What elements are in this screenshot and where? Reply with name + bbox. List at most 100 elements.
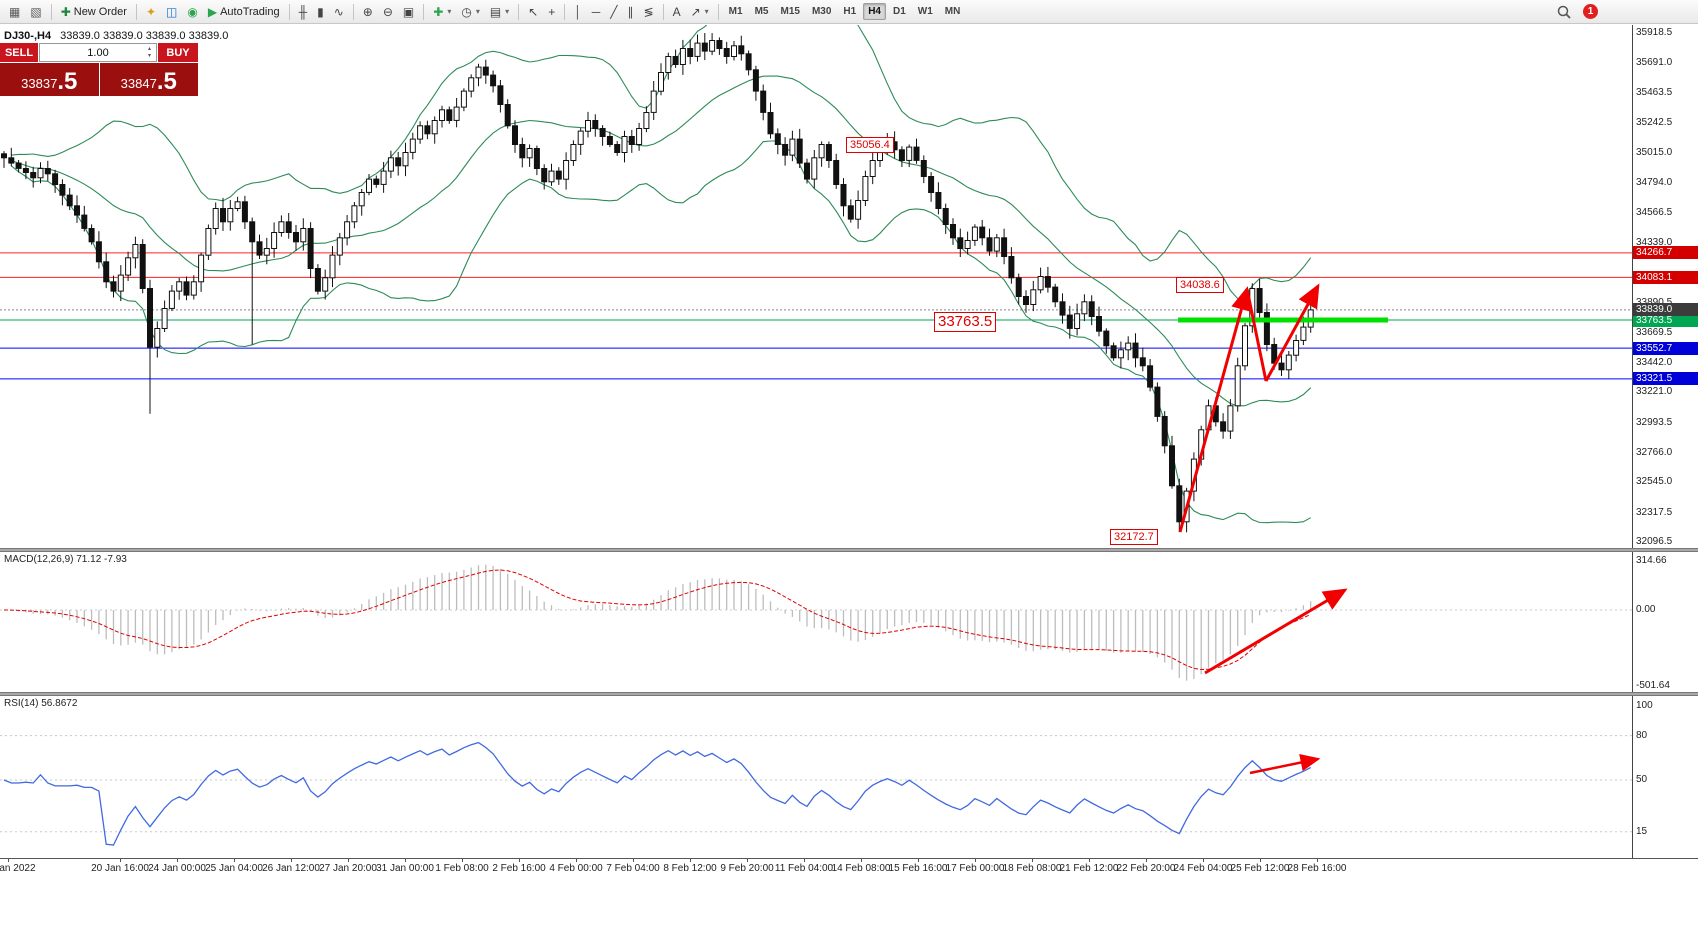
- time-tick: [1146, 859, 1147, 862]
- new-order-button[interactable]: ✚ New Order: [57, 4, 131, 20]
- market-icon[interactable]: ◫: [162, 4, 181, 20]
- macd-pane[interactable]: MACD(12,26,9) 71.12 -7.93: [0, 552, 1632, 692]
- pane-splitter[interactable]: [0, 548, 1698, 552]
- volume-input[interactable]: 1.00 ▴ ▾: [39, 43, 157, 62]
- rsi-tick-label: 80: [1636, 729, 1648, 741]
- time-tick-label: 2 Feb 16:00: [492, 863, 546, 874]
- spinner-up-icon[interactable]: ▴: [147, 45, 151, 52]
- text-icon[interactable]: A: [669, 4, 685, 20]
- arrows-tool-icon[interactable]: ↗ ▾: [687, 4, 713, 20]
- market-icon: ◫: [166, 4, 178, 19]
- time-tick-label: 4 Feb 00:00: [549, 863, 603, 874]
- sell-price-display[interactable]: 33837 .5: [0, 63, 99, 96]
- price-tick-label: 32317.5: [1636, 506, 1673, 518]
- candlestick-chart-icon[interactable]: ▮: [313, 4, 328, 20]
- volume-spinner[interactable]: ▴ ▾: [144, 44, 155, 61]
- horizontal-line-icon[interactable]: ─: [588, 4, 605, 20]
- timeframe-m15[interactable]: M15: [780, 6, 800, 17]
- price-tick-label: 35691.0: [1636, 57, 1673, 68]
- time-tick: [918, 859, 919, 862]
- timeframe-w1[interactable]: W1: [917, 6, 933, 17]
- fibonacci-icon[interactable]: ≶: [640, 4, 658, 20]
- zoom-out-icon[interactable]: ⊖: [379, 4, 397, 20]
- time-tick: [1032, 859, 1033, 862]
- timeframe-d1[interactable]: D1: [892, 6, 906, 17]
- one-click-trading-panel: SELL 1.00 ▴ ▾ BUY 33837 .5: [0, 43, 198, 96]
- toolbar-separator: [564, 3, 566, 20]
- rsi-pane[interactable]: RSI(14) 56.8672: [0, 696, 1632, 858]
- vertical-line-icon[interactable]: │: [570, 4, 586, 20]
- caret-down-icon: ▾: [704, 7, 709, 16]
- time-tick-label: 21 Feb 12:00: [1059, 863, 1119, 874]
- horizontal-line-icon: ─: [591, 4, 601, 19]
- timeframe-mn[interactable]: MN: [944, 6, 961, 17]
- buy-button[interactable]: BUY: [158, 43, 198, 62]
- trendline-icon[interactable]: ╱: [606, 4, 621, 20]
- price-annotation: 35056.4: [846, 137, 894, 153]
- price-tick-label: 32096.5: [1636, 536, 1673, 548]
- timeframe-m1[interactable]: M1: [728, 6, 743, 17]
- timeframe-h1[interactable]: H1: [843, 6, 857, 17]
- new-chart-icon[interactable]: ▦: [5, 4, 24, 20]
- channel-icon[interactable]: ∥: [624, 4, 638, 20]
- price-tick-label: 35463.5: [1636, 87, 1673, 99]
- cursor-icon[interactable]: ↖: [524, 4, 542, 20]
- wand-icon: ✦: [145, 4, 156, 19]
- price-chart-pane[interactable]: DJ30-,H4 33839.0 33839.0 33839.0 33839.0…: [0, 25, 1632, 548]
- timeframe-h4[interactable]: H4: [863, 3, 886, 20]
- periods-icon[interactable]: ◷ ▾: [457, 4, 484, 20]
- toolbar-separator: [135, 3, 137, 20]
- text-icon: A: [672, 4, 681, 19]
- line-price-label: 34083.1: [1633, 270, 1698, 284]
- time-tick-label: 25 Jan 04:00: [205, 863, 263, 874]
- timeframe-m30[interactable]: M30: [811, 6, 832, 17]
- time-tick-label: 14 Feb 08:00: [831, 863, 891, 874]
- price-tick-label: 35015.0: [1636, 147, 1673, 159]
- profiles-icon: ▧: [30, 4, 42, 19]
- price-annotation: 33763.5: [934, 312, 997, 332]
- line-price-label: 34266.7: [1633, 246, 1698, 260]
- templates-icon[interactable]: ▤ ▾: [486, 4, 513, 20]
- caret-down-icon: ▾: [505, 7, 510, 16]
- time-tick-label: 11 Feb 04:00: [774, 863, 834, 874]
- sell-button[interactable]: SELL: [0, 43, 38, 62]
- tile-windows-icon[interactable]: ▣: [399, 4, 418, 20]
- notification-badge[interactable]: 1: [1583, 4, 1598, 19]
- community-icon: ◉: [187, 4, 198, 19]
- timeframe-m5[interactable]: M5: [754, 6, 769, 17]
- line-chart-icon[interactable]: ∿: [330, 4, 348, 20]
- time-tick-label: 9 Feb 20:00: [720, 863, 774, 874]
- time-tick: [405, 859, 406, 862]
- chart-title: DJ30-,H4 33839.0 33839.0 33839.0 33839.0: [4, 30, 228, 42]
- price-annotation: 34038.6: [1176, 277, 1224, 293]
- zoom-in-icon[interactable]: ⊕: [359, 4, 377, 20]
- wand-icon[interactable]: ✦: [142, 4, 160, 20]
- time-tick: [1317, 859, 1318, 862]
- time-tick-label: 7 Feb 04:00: [606, 863, 660, 874]
- search-icon[interactable]: [1557, 5, 1571, 19]
- buy-price-main: 33847: [120, 76, 157, 91]
- rsi-tick-label: 50: [1636, 774, 1648, 785]
- spinner-down-icon[interactable]: ▾: [147, 52, 151, 59]
- price-annotation: 32172.7: [1110, 529, 1158, 545]
- time-tick-label: 18 Feb 08:00: [1002, 863, 1062, 874]
- price-axis[interactable]: 35918.5 35691.0 35463.5 35242.5 35015.0 34794…: [1632, 25, 1698, 858]
- rsi-tick-label: 100: [1636, 700, 1653, 711]
- time-tick-label: 31 Jan 00:00: [376, 863, 434, 874]
- toolbar-separator: [518, 3, 520, 20]
- community-icon[interactable]: ◉: [183, 4, 201, 20]
- buy-price-display[interactable]: 33847 .5: [99, 63, 198, 96]
- bar-chart-icon[interactable]: ╫: [295, 4, 312, 20]
- arrows-tool-icon: ↗: [690, 4, 701, 19]
- autotrading-button[interactable]: ▶ AutoTrading: [204, 4, 284, 20]
- crosshair-icon[interactable]: +: [544, 4, 559, 20]
- sell-price-main: 33837: [21, 76, 58, 91]
- toolbar-buttons: ▦ ▧ ✚ New Order ✦ ◫ ◉ ▶ AutoTrading ╫ ▮ ∿ ⊕ ⊖ ▣ ✚ ▾ ◷ ▾ ▤ ▾ ↖…: [4, 0, 1557, 23]
- pane-splitter[interactable]: [0, 692, 1698, 696]
- profiles-icon[interactable]: ▧: [26, 4, 45, 20]
- macd-label: MACD(12,26,9) 71.12 -7.93: [4, 554, 127, 565]
- add-indicator-icon[interactable]: ✚ ▾: [429, 4, 455, 20]
- time-tick: [291, 859, 292, 862]
- fibonacci-icon: ≶: [643, 4, 654, 19]
